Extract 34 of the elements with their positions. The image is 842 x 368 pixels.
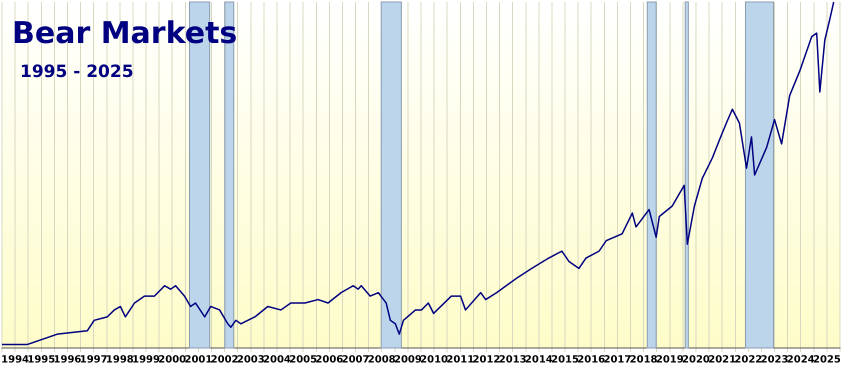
x-tick-label: 2006 <box>315 354 344 366</box>
x-tick-label: 2008 <box>368 354 396 366</box>
x-tick-label: 2002 <box>210 354 239 366</box>
x-tick-label: 2003 <box>236 354 265 366</box>
x-tick-label: 2019 <box>656 354 684 366</box>
x-tick-label: 2011 <box>446 354 474 366</box>
x-tick-label: 2020 <box>682 354 710 366</box>
x-tick-label: 2007 <box>342 354 370 366</box>
x-tick-label: 2015 <box>551 354 579 366</box>
x-tick-label: 2004 <box>263 354 291 366</box>
x-tick-label: 2022 <box>734 354 762 366</box>
x-tick-label: 2018 <box>630 354 658 366</box>
x-tick-label: 2001 <box>184 354 212 366</box>
x-tick-label: 2021 <box>708 354 736 366</box>
x-tick-label: 1999 <box>132 354 160 366</box>
x-tick-label: 1995 <box>27 354 56 366</box>
x-tick-label: 2010 <box>420 354 448 366</box>
x-tick-label: 2016 <box>577 354 606 366</box>
x-tick-label: 2024 <box>786 354 815 366</box>
x-tick-label: 2014 <box>524 354 553 366</box>
x-tick-label: 2023 <box>760 354 788 366</box>
x-tick-label: 1997 <box>80 354 108 366</box>
x-tick-label: 2013 <box>498 354 527 366</box>
x-tick-label: 1994 <box>1 354 30 366</box>
x-tick-label: 1998 <box>106 354 134 366</box>
x-tick-label: 2000 <box>158 354 186 366</box>
x-tick-label: 2005 <box>289 354 318 366</box>
x-tick-label: 2025 <box>812 354 841 366</box>
x-tick-label: 1996 <box>54 354 82 366</box>
x-tick-label: 2009 <box>394 354 422 366</box>
x-tick-label: 2012 <box>472 354 500 366</box>
x-tick-label: 2017 <box>603 354 632 366</box>
text: 1995 - 2025 <box>20 62 134 82</box>
text: Bear Markets <box>12 16 238 51</box>
